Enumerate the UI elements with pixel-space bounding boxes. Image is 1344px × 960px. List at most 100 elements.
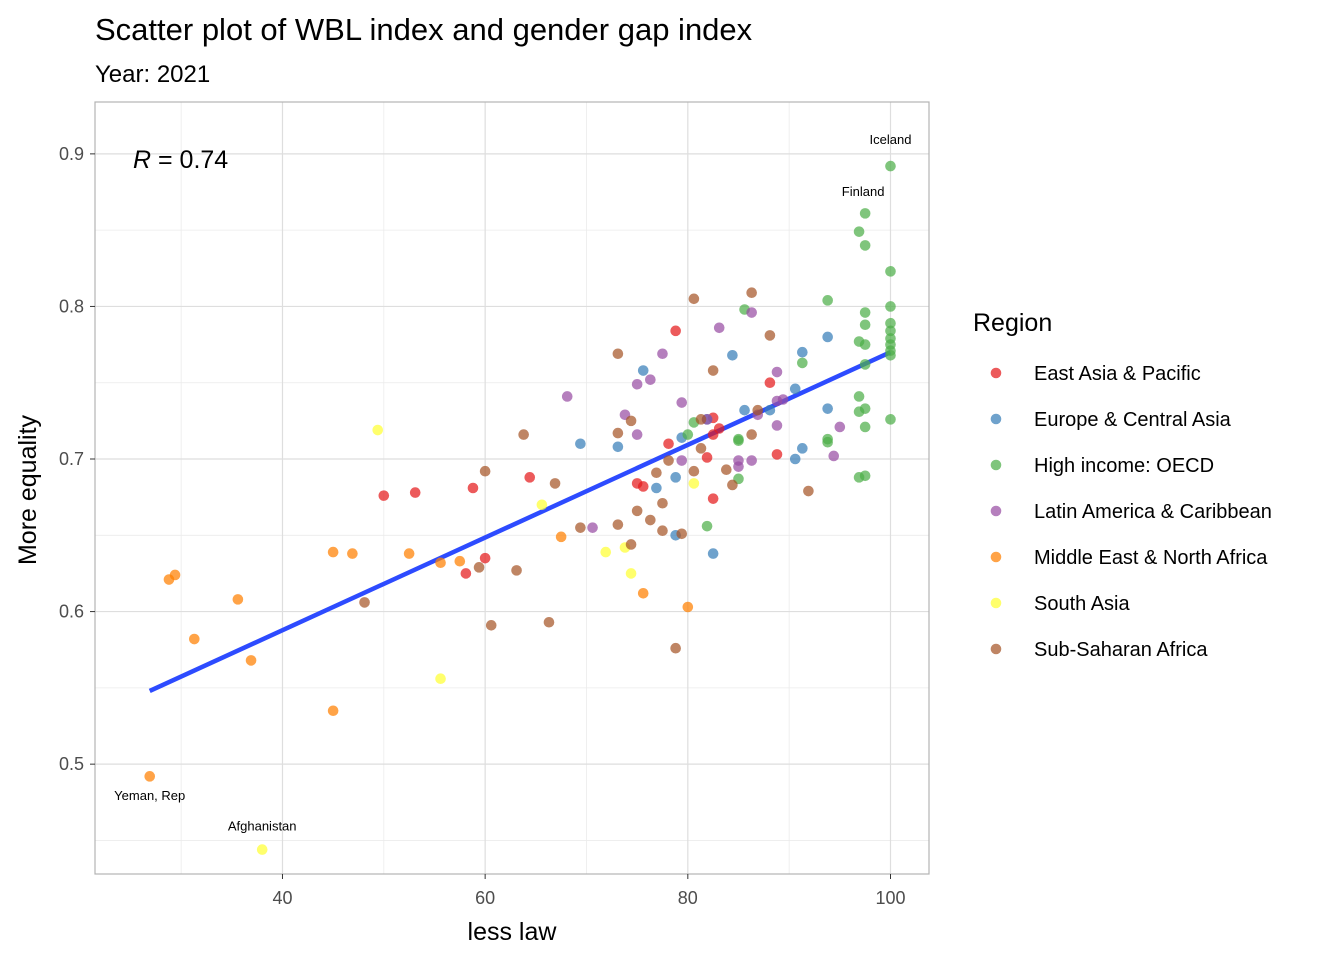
data-point [245,655,257,666]
data-point [885,325,896,337]
data-point [631,505,643,517]
data-point [885,349,896,361]
data-point [676,397,688,408]
data-point [144,771,156,782]
point-annotation: Yeman, Rep [114,788,185,803]
data-point [853,472,865,483]
data-point [752,404,764,416]
data-point [663,438,674,450]
data-point [822,295,833,306]
data-point [859,307,871,318]
legend-title: Region [973,309,1052,337]
data-point [701,452,713,463]
data-point [651,467,662,479]
y-tick-label: 0.7 [59,449,84,469]
chart-subtitle: Year: 2021 [95,61,210,88]
correlation-r-symbol: R [133,146,151,174]
data-point [764,330,776,341]
data-point [670,642,681,654]
data-point [460,568,472,579]
data-point [657,497,668,509]
data-point [721,464,732,475]
data-point [853,406,865,418]
data-point [739,404,750,416]
data-point [327,546,339,558]
data-point [625,568,637,579]
plot-area: Iceland Finland Yeman, Rep Afghanistan R = … [94,101,930,875]
data-point [695,414,707,425]
legend-key [990,643,1002,655]
data-point [631,429,643,440]
data-point [524,472,536,483]
data-point [853,391,865,402]
data-point [645,374,656,385]
legend-key [990,367,1002,379]
data-point [771,449,783,460]
data-point [777,394,789,405]
point-annotations: Iceland Finland Yeman, Rep Afghanistan [114,132,911,834]
legend-key [990,413,1002,425]
data-point [771,420,783,431]
data-point [746,287,757,299]
data-point [682,429,694,440]
data-point [651,482,662,494]
data-point [713,423,725,434]
data-point [378,490,390,501]
data-point [663,455,674,466]
data-point [746,307,757,318]
x-tick-label: 40 [272,888,292,908]
data-point [435,557,446,569]
x-axis-title: less law [468,918,558,946]
legend-key [990,597,1002,609]
data-point [688,478,700,489]
data-point [612,441,624,453]
data-point [479,465,491,477]
data-point [561,391,573,402]
data-point [676,455,688,466]
data-point [256,844,268,855]
correlation-label: R = 0.74 [133,146,228,174]
data-point [657,348,668,360]
data-point [454,555,466,567]
data-point [612,519,624,530]
data-point [859,421,871,433]
correlation-value: = 0.74 [151,146,228,174]
data-point [575,522,586,533]
point-annotation: Iceland [870,132,912,147]
data-point [746,455,757,466]
data-point [822,436,833,448]
data-point [727,479,738,491]
data-point [727,349,738,361]
data-point [479,552,491,564]
data-point [587,522,598,533]
data-point [707,493,719,504]
legend-label: Latin America & Caribbean [1034,501,1272,523]
data-point [746,429,757,440]
data-point [555,531,567,543]
data-point [511,565,522,576]
data-point [625,539,637,550]
data-point [657,525,668,537]
legend: Region East Asia & Pacific Europe & Centr… [973,309,1272,661]
legend-label: Europe & Central Asia [1034,409,1232,431]
data-point [670,472,681,483]
data-point [733,435,744,447]
data-point [536,499,548,511]
data-point [543,616,555,628]
data-point [372,424,384,436]
data-point [637,587,649,599]
data-point [859,240,871,251]
data-point [885,317,896,329]
data-point [467,482,479,494]
grid-major [95,102,929,874]
y-axis-ticks: 0.5 0.6 0.7 0.8 0.9 [59,144,95,774]
legend-label: High income: OECD [1034,455,1214,477]
data-point [733,461,744,472]
data-point [859,339,871,350]
data-point [797,443,808,454]
chart-title: Scatter plot of WBL index and gender gap… [95,12,753,47]
data-point [853,226,865,237]
data-point [885,414,896,425]
data-point [575,438,586,450]
data-point [403,548,415,559]
